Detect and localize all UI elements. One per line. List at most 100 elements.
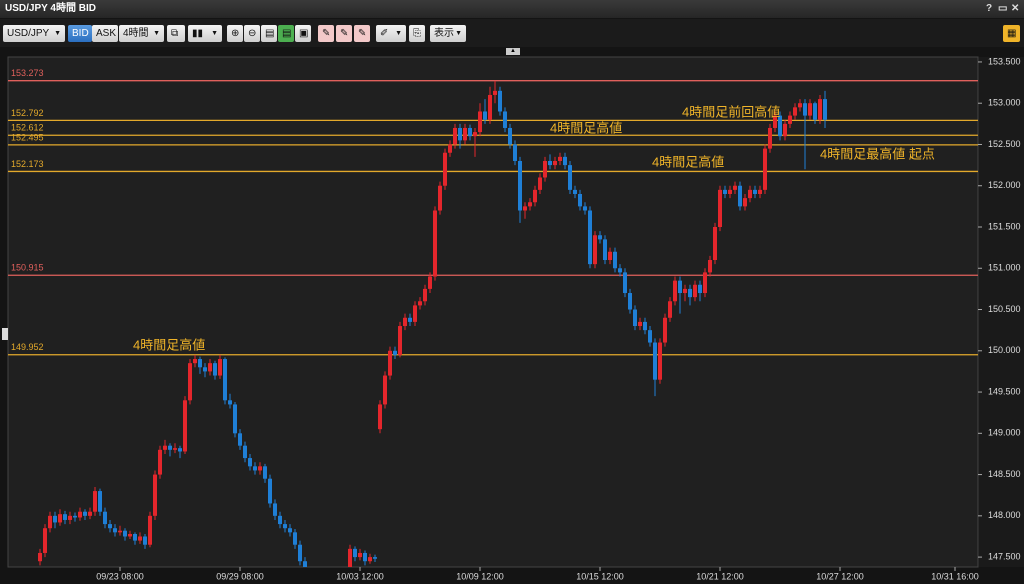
y-tick-label: 149.000 (988, 428, 1021, 438)
candle-body (553, 160, 557, 166)
candle-body (323, 580, 327, 584)
candle-body (243, 445, 247, 459)
layout-button[interactable]: ▦ (1003, 25, 1020, 42)
candle-body (788, 115, 792, 124)
candle-body (403, 317, 407, 327)
tool-button[interactable]: ✎ (354, 25, 370, 42)
candle-body (693, 284, 697, 298)
candle-body (428, 276, 432, 289)
tool-button[interactable]: ▤ (261, 25, 277, 42)
candle-body (188, 363, 192, 401)
candle-body (678, 280, 682, 294)
tool-button[interactable]: ✎ (318, 25, 334, 42)
candle-body (503, 111, 507, 128)
help-button[interactable]: ? (986, 3, 993, 14)
candle-body (588, 210, 592, 265)
candle-body (713, 227, 717, 261)
view-select[interactable]: 表示 (430, 25, 466, 42)
candle-body (298, 544, 302, 562)
candle-body (698, 284, 702, 294)
side-handle[interactable] (2, 328, 8, 340)
zoom-in-button[interactable]: ⊕ (227, 25, 243, 42)
candle-body (638, 321, 642, 327)
candle-body (223, 359, 227, 401)
candle-body (548, 160, 552, 166)
symbol-select[interactable]: USD/JPY (3, 25, 65, 42)
price-axis (979, 57, 1024, 567)
candle-body (363, 552, 367, 562)
candle-body (153, 474, 157, 516)
candle-body (773, 115, 777, 128)
bid-button[interactable]: BID (68, 25, 92, 42)
candle-body (688, 288, 692, 298)
candle-body (63, 514, 67, 520)
candle-body (273, 503, 277, 516)
annotation: 4時間足高値 (133, 337, 205, 352)
zoom-out-button[interactable]: ⊖ (244, 25, 260, 42)
collapse-handle[interactable]: ▲ (506, 48, 520, 55)
candle-body (658, 342, 662, 380)
candle-body (733, 185, 737, 190)
candle-body (458, 127, 462, 141)
candle-body (723, 189, 727, 194)
candle-body (418, 301, 422, 306)
candle-body (498, 90, 502, 112)
chart-type-select[interactable]: ▮▮ (188, 25, 222, 42)
candle-body (73, 515, 77, 518)
candle-body (303, 561, 307, 567)
compare-button[interactable]: ⧉ (167, 25, 185, 42)
candle-body (683, 288, 687, 294)
candle-body (628, 293, 632, 310)
candle-body (448, 144, 452, 153)
candle-body (673, 280, 677, 302)
candle-body (293, 532, 297, 545)
candle-body (743, 198, 747, 207)
tool-button[interactable]: ▣ (295, 25, 311, 42)
candle-body (513, 144, 517, 161)
candle-body (568, 165, 572, 190)
candle-body (393, 350, 397, 355)
candle-body (633, 309, 637, 327)
candle-body (253, 466, 257, 471)
candle-body (118, 530, 122, 533)
candle-body (528, 202, 532, 207)
level-label: 150.915 (11, 263, 44, 273)
draw-select[interactable]: ✐ (376, 25, 406, 42)
y-tick-label: 151.000 (988, 263, 1021, 273)
candle-body (88, 511, 92, 516)
candle-body (473, 132, 477, 137)
ask-button[interactable]: ASK (92, 25, 118, 42)
candle-body (113, 528, 117, 533)
candle-body (373, 557, 377, 559)
tool-button[interactable]: ✎ (336, 25, 352, 42)
candle-body (793, 107, 797, 116)
candle-body (463, 127, 467, 141)
level-label: 152.792 (11, 108, 44, 118)
annotation: 4時間足高値 (550, 120, 622, 135)
candle-body (443, 152, 447, 186)
candle-body (543, 160, 547, 178)
timeframe-select[interactable]: 4時間 (119, 25, 164, 42)
candle-body (803, 103, 807, 116)
candle-body (368, 557, 372, 562)
candle-body (98, 491, 102, 512)
candle-body (108, 524, 112, 529)
candle-body (163, 445, 167, 450)
candle-body (78, 511, 82, 518)
candle-body (488, 94, 492, 120)
candle-body (583, 206, 587, 211)
close-button[interactable]: ✕ (1011, 3, 1020, 14)
candle-body (758, 189, 762, 194)
candle-body (523, 206, 527, 211)
candle-body (728, 189, 732, 194)
maximize-button[interactable]: ▭ (998, 3, 1008, 14)
save-button[interactable]: ⎘ (409, 25, 425, 42)
candle-body (283, 524, 287, 529)
candle-body (783, 123, 787, 137)
candle-body (388, 350, 392, 376)
candle-body (278, 515, 282, 525)
candle-body (668, 301, 672, 318)
tool-button[interactable]: ▤ (278, 25, 294, 42)
